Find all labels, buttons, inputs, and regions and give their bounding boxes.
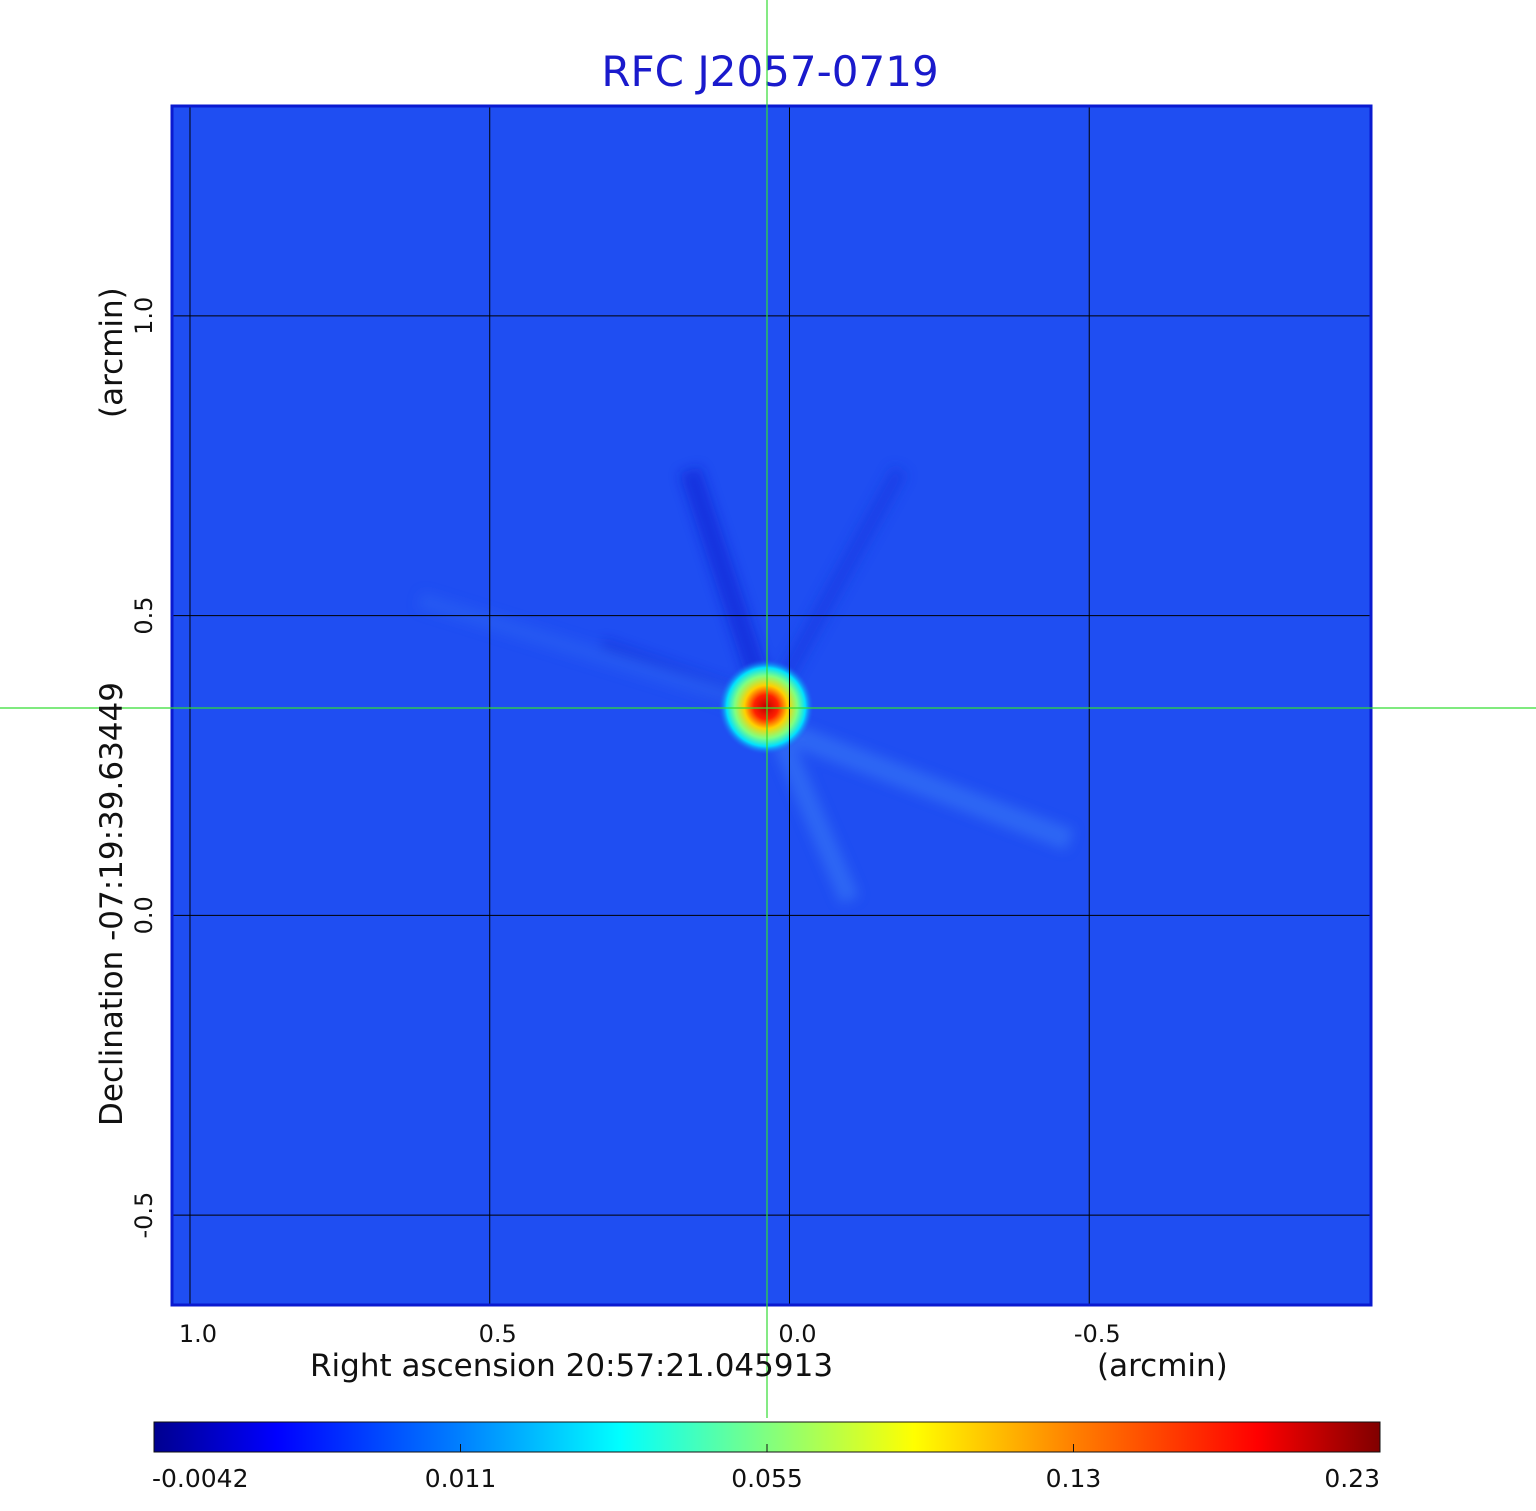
x-tick-label: 0.0 bbox=[778, 1320, 816, 1348]
chart-title: RFC J2057-0719 bbox=[601, 47, 938, 96]
y-tick-label: 0.0 bbox=[130, 896, 158, 934]
y-axis-label: Declination -07:19:39.63449 bbox=[94, 682, 130, 1126]
crosshair bbox=[0, 0, 1536, 1418]
colorbar-tick-label: 0.055 bbox=[731, 1464, 803, 1493]
y-tick-label: 1.0 bbox=[130, 297, 158, 335]
colorbar: -0.0042 0.011 0.055 0.13 0.23 bbox=[152, 1421, 1381, 1493]
image-features bbox=[417, 466, 1074, 904]
x-tick-label: -0.5 bbox=[1074, 1320, 1121, 1348]
plot-area bbox=[170, 104, 1373, 1307]
x-tick-label: 0.5 bbox=[479, 1320, 517, 1348]
y-tick-labels: 1.0 0.5 0.0 -0.5 bbox=[130, 297, 158, 1239]
x-tick-labels: 1.0 0.5 0.0 -0.5 bbox=[179, 1320, 1121, 1348]
colorbar-tick-label: 0.13 bbox=[1046, 1464, 1102, 1493]
peak-source bbox=[718, 659, 814, 755]
y-tick-label: 0.5 bbox=[130, 596, 158, 634]
x-axis-label: Right ascension 20:57:21.045913 bbox=[310, 1348, 833, 1384]
colorbar-ticks: -0.0042 0.011 0.055 0.13 0.23 bbox=[152, 1444, 1381, 1493]
y-axis-unit: (arcmin) bbox=[94, 287, 130, 418]
y-tick-label: -0.5 bbox=[130, 1192, 158, 1239]
x-tick-label: 1.0 bbox=[179, 1320, 217, 1348]
colorbar-tick-label: 0.23 bbox=[1324, 1464, 1380, 1493]
x-axis-unit: (arcmin) bbox=[1097, 1348, 1228, 1384]
colorbar-tick-label: 0.011 bbox=[425, 1464, 497, 1493]
colorbar-tick-label: -0.0042 bbox=[152, 1464, 249, 1493]
grid-lines bbox=[172, 106, 1371, 1305]
plot-frame bbox=[170, 104, 1373, 1307]
